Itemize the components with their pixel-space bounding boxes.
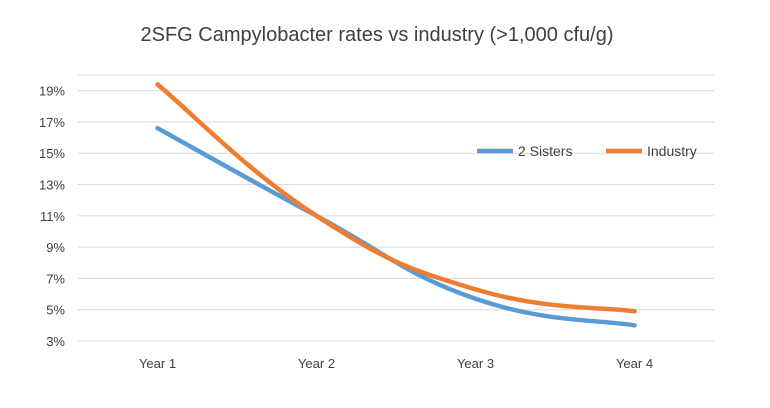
legend: 2 Sisters Industry <box>477 143 697 159</box>
x-axis-tick-labels: Year 1 Year 2 Year 3 Year 4 <box>139 356 653 371</box>
y-tick-label: 17% <box>39 115 65 130</box>
y-tick-label: 9% <box>46 240 65 255</box>
y-tick-label: 15% <box>39 146 65 161</box>
series-line-industry <box>155 82 637 314</box>
series-lines <box>155 82 637 328</box>
gridlines <box>78 74 714 342</box>
legend-label: 2 Sisters <box>518 143 572 159</box>
x-tick-label: Year 3 <box>457 356 494 371</box>
y-tick-label: 3% <box>46 334 65 349</box>
legend-label: Industry <box>647 143 697 159</box>
y-tick-label: 11% <box>40 209 65 224</box>
y-tick-label: 13% <box>39 178 65 193</box>
y-tick-label: 7% <box>46 271 65 286</box>
y-tick-label: 19% <box>39 84 65 99</box>
chart-title: 2SFG Campylobacter rates vs industry (>1… <box>141 24 614 46</box>
x-tick-label: Year 4 <box>616 356 653 371</box>
y-axis-tick-labels: 3% 5% 7% 9% 11% 13% 15% 17% 19% <box>39 84 65 349</box>
x-tick-label: Year 1 <box>139 356 176 371</box>
x-tick-label: Year 2 <box>298 356 335 371</box>
y-tick-label: 5% <box>46 303 65 318</box>
